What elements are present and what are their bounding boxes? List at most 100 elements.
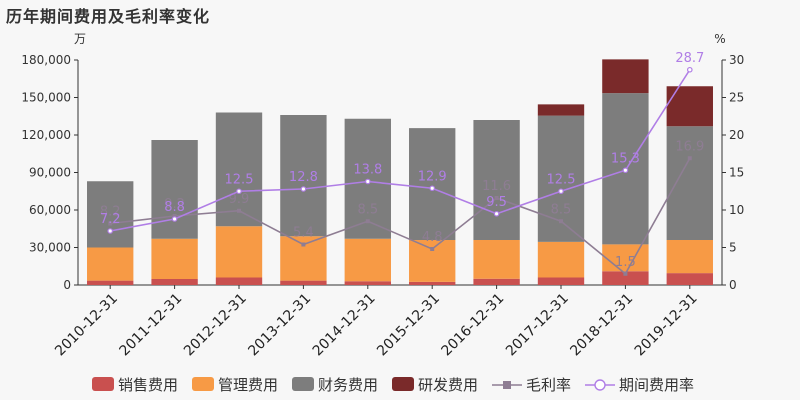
- y-tick-label-left: 30,000: [29, 241, 71, 255]
- data-point: [429, 185, 436, 192]
- data-point: [236, 188, 242, 195]
- data-label: 4.8: [422, 230, 443, 245]
- x-tick-label: 2015-12-31: [374, 291, 443, 360]
- data-point: [623, 271, 628, 276]
- data-point: [364, 178, 371, 185]
- data-point: [300, 186, 307, 192]
- legend-swatch: [92, 377, 114, 391]
- bar-segment: [344, 238, 391, 282]
- data-point: [171, 216, 178, 222]
- series-line: [110, 157, 691, 275]
- bar-segment: [344, 281, 391, 285]
- y-tick-label-left: 0: [63, 278, 71, 292]
- bar-segment: [87, 181, 134, 248]
- bar-segment: [602, 271, 649, 285]
- bar-segment: [602, 59, 649, 94]
- y-axis-right-unit: %: [714, 32, 725, 46]
- data-label: 9.2: [164, 197, 185, 212]
- legend-label: 期间费用率: [619, 376, 694, 394]
- x-tick-label: 2016-12-31: [439, 291, 508, 360]
- data-point: [687, 156, 692, 161]
- bar-segment: [215, 112, 263, 227]
- bar-segment: [473, 120, 520, 240]
- bar-segment: [473, 278, 520, 285]
- bar-segment: [666, 273, 713, 285]
- x-tick-label: 2018-12-31: [567, 291, 636, 360]
- data-point: [559, 219, 563, 224]
- data-point: [430, 247, 435, 251]
- bar-segment: [537, 104, 585, 116]
- legend-marker: [503, 381, 511, 389]
- bar-segment: [151, 140, 198, 239]
- data-point: [622, 167, 629, 174]
- x-tick-label: 2017-12-31: [503, 291, 572, 360]
- data-point: [686, 66, 693, 73]
- y-tick-label-right: 15: [729, 166, 744, 180]
- legend-swatch: [192, 377, 214, 391]
- data-label: 12.5: [225, 172, 254, 187]
- data-label: 12.5: [547, 172, 576, 187]
- legend-label: 毛利率: [526, 376, 571, 394]
- bar-segment: [151, 279, 198, 285]
- data-label: 1.5: [615, 255, 636, 270]
- data-point: [493, 210, 500, 217]
- y-tick-label-left: 150,000: [21, 91, 71, 105]
- data-point: [494, 196, 499, 200]
- y-tick-label-right: 20: [729, 128, 744, 142]
- data-point: [301, 242, 306, 247]
- x-tick-label: 2010-12-31: [52, 291, 121, 360]
- data-label: 8.5: [357, 202, 378, 217]
- data-label: 9.9: [229, 192, 250, 207]
- y-tick-label-left: 60,000: [29, 203, 71, 217]
- x-tick-label: 2011-12-31: [117, 291, 186, 360]
- data-point: [172, 214, 177, 218]
- y-tick-label-left: 120,000: [21, 128, 71, 142]
- data-label: 7.2: [100, 212, 121, 227]
- legend-label: 销售费用: [118, 376, 178, 394]
- y-tick-label-right: 10: [729, 203, 744, 217]
- bar-segment: [473, 240, 520, 279]
- y-tick-label-right: 25: [729, 91, 744, 105]
- data-point: [108, 221, 113, 226]
- bar-segment: [666, 86, 713, 127]
- bar-segment: [409, 128, 456, 240]
- x-tick-label: 2013-12-31: [245, 291, 314, 360]
- data-label: 5.4: [293, 226, 314, 241]
- y-tick-label-right: 5: [729, 241, 737, 255]
- legend-label: 研发费用: [418, 376, 478, 394]
- x-tick-label: 2014-12-31: [310, 291, 379, 360]
- data-point: [365, 219, 370, 224]
- x-tick-label: 2012-12-31: [181, 291, 250, 360]
- bar-segment: [409, 240, 456, 282]
- data-label: 12.8: [289, 170, 318, 185]
- data-label: 28.7: [675, 51, 704, 66]
- data-label: 9.5: [486, 195, 507, 210]
- legend-swatch: [292, 377, 314, 391]
- bar-segment: [666, 240, 713, 274]
- bar-segment: [280, 115, 327, 237]
- bar-segment: [215, 277, 263, 285]
- bar-segment: [602, 244, 649, 272]
- bar-segment: [215, 226, 263, 278]
- bar-segment: [537, 241, 585, 278]
- data-label: 8.5: [551, 202, 572, 217]
- bar-segment: [87, 247, 134, 281]
- data-label: 8.8: [164, 200, 185, 215]
- data-label: 8.2: [100, 205, 121, 220]
- data-point: [237, 208, 241, 213]
- y-axis-left-unit: 万: [74, 32, 86, 46]
- legend-marker: [594, 379, 606, 391]
- bar-segment: [280, 280, 327, 285]
- series-line: [110, 69, 691, 232]
- y-tick-label-left: 90,000: [29, 166, 71, 180]
- data-label: 11.6: [482, 179, 511, 194]
- y-tick-label-left: 180,000: [21, 53, 71, 67]
- chart-title: 历年期间费用及毛利率变化: [6, 7, 211, 26]
- data-point: [558, 188, 564, 195]
- y-tick-label-right: 30: [729, 53, 744, 67]
- bar-segment: [151, 238, 198, 279]
- bar-segment: [537, 277, 585, 285]
- bar-segment: [666, 126, 713, 240]
- legend-label: 管理费用: [218, 376, 278, 394]
